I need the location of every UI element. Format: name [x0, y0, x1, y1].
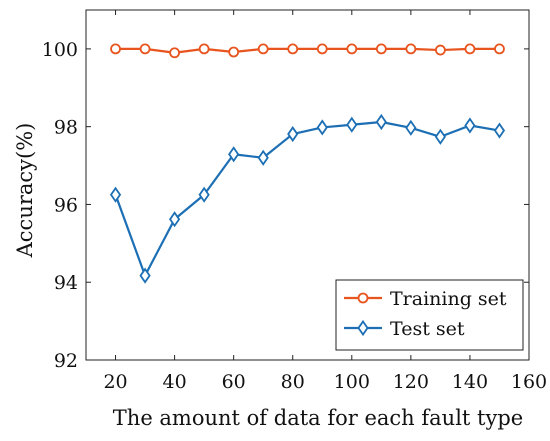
legend-box	[335, 279, 524, 351]
plot-layer: 20 40 60 80 100 120 140 160 92 94 96 98 100 Training …	[42, 9, 547, 393]
test-set-point	[198, 186, 210, 203]
test-set-point	[109, 186, 122, 203]
training-set-point	[464, 43, 476, 55]
y-tick-label: 98	[54, 117, 78, 139]
legend-test-set-label: Test set	[390, 318, 465, 340]
y-tick-label: 100	[42, 39, 78, 61]
x-tick-label: 160	[511, 371, 547, 393]
y-axis-label: Accuracy(%)	[13, 123, 37, 259]
x-tick-label: 120	[393, 371, 429, 393]
training-set-point	[434, 44, 446, 56]
training-set-point	[346, 43, 358, 55]
test-set-point	[287, 125, 299, 143]
legend-training-set-marker	[357, 292, 369, 304]
y-tick-label: 92	[54, 350, 78, 372]
training-set-point	[257, 43, 269, 55]
test-set-point	[169, 211, 181, 228]
test-set-point	[316, 119, 328, 136]
x-tick-label: 60	[222, 371, 246, 393]
test-set-line	[114, 120, 500, 277]
test-set-point	[434, 128, 446, 145]
x-tick-label: 100	[334, 371, 370, 393]
y-tick-label: 96	[54, 194, 78, 216]
test-set-point	[228, 146, 240, 163]
training-set-point	[375, 43, 387, 55]
x-tick-label: 80	[281, 371, 305, 393]
plot-frame	[85, 9, 530, 361]
training-set-point	[198, 43, 210, 55]
test-set-point	[346, 116, 358, 133]
x-tick-label: 40	[163, 371, 187, 393]
legend-training-set-label: Training set	[390, 288, 507, 310]
training-set-point	[139, 43, 151, 55]
training-set-point	[228, 46, 240, 58]
legend-test-set-marker	[357, 319, 369, 337]
test-set-point	[464, 117, 476, 134]
test-set-point	[139, 267, 151, 284]
training-set-point	[405, 43, 417, 55]
training-set-point	[287, 43, 299, 55]
training-set-point	[494, 43, 505, 55]
test-set-point	[257, 149, 269, 166]
training-set-point	[316, 43, 328, 55]
test-set-point	[405, 119, 417, 136]
test-set-point	[375, 113, 387, 131]
test-set-point	[493, 122, 506, 139]
x-tick-label: 140	[452, 371, 488, 393]
x-axis-label: The amount of data for each fault type	[113, 406, 523, 430]
y-tick-label: 94	[54, 272, 78, 294]
training-set-point	[110, 43, 121, 55]
training-set-point	[169, 47, 181, 59]
x-tick-label: 20	[103, 371, 127, 393]
